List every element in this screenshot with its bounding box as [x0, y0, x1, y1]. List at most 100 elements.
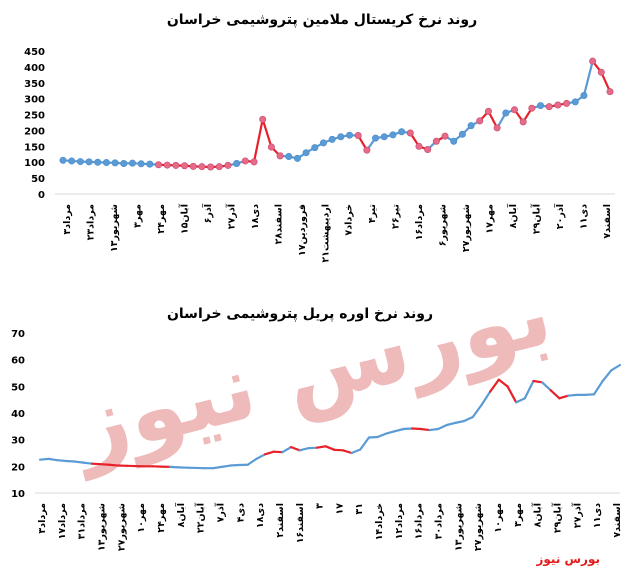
data-point: [545, 103, 553, 111]
x-tick-label: ۷اسفند: [602, 204, 613, 239]
data-point: [606, 88, 614, 96]
data-point: [406, 129, 414, 137]
y-tick-label: 150: [24, 142, 45, 153]
line-segment: [367, 435, 379, 439]
data-point: [172, 161, 180, 169]
data-point: [380, 133, 388, 141]
line-segment: [90, 462, 102, 466]
line-segment: [540, 381, 552, 392]
x-tick-label: ۸آبان: [506, 203, 519, 228]
line-segment: [108, 463, 120, 467]
data-point: [476, 117, 484, 125]
x-tick-label: ۲۰آذر: [553, 203, 566, 229]
line-segment: [99, 463, 111, 466]
line-segment: [324, 445, 336, 451]
y-tick-label: 10: [11, 489, 25, 500]
data-point: [510, 106, 518, 114]
line-segment: [515, 397, 526, 404]
x-tick-label: ۶شهریور: [438, 204, 449, 246]
x-tick-label: ۲۳مرداد: [85, 204, 96, 241]
x-tick-label: ۱۷مرداد: [57, 503, 68, 540]
line-segment: [289, 446, 301, 452]
data-point: [207, 163, 215, 171]
y-tick-label: 300: [24, 95, 45, 106]
data-point: [94, 158, 102, 166]
data-point: [276, 152, 284, 160]
data-point: [346, 131, 354, 139]
x-tick-label: ۷اسفند: [612, 503, 623, 538]
data-point: [293, 154, 301, 162]
data-point: [528, 104, 536, 112]
line-segment: [229, 463, 241, 467]
x-tick-label: ۲۷شهریور: [461, 204, 472, 252]
x-tick-label: ۷خرداد: [344, 204, 355, 236]
line-segment: [272, 450, 284, 454]
x-tick-label: ۲۸اسفند: [273, 204, 284, 244]
x-tick-label: ۳۱: [354, 503, 365, 515]
data-point: [59, 156, 67, 164]
data-point: [250, 158, 258, 166]
series-points: [59, 57, 614, 171]
data-point: [571, 98, 579, 106]
chart-title-urea: روند نرخ اوره پریل پتروشیمی خراسان: [167, 306, 433, 322]
x-tick-label: ۳مهر: [513, 503, 524, 527]
x-tick-label: ۳۱مرداد: [77, 503, 88, 540]
x-tick-label: ۲۷شهریور: [473, 503, 484, 551]
data-point: [85, 158, 93, 166]
data-point: [597, 68, 605, 76]
data-point: [450, 137, 458, 145]
line-segment: [359, 436, 371, 451]
line-segment: [261, 118, 273, 149]
y-tick-label: 30: [11, 436, 25, 447]
line-segment: [246, 457, 258, 466]
x-tick-label: ۲۷شهریور: [116, 503, 127, 551]
x-tick-label: ۱۳شهریور: [109, 204, 120, 252]
line-segment: [532, 379, 544, 384]
line-segment: [437, 423, 448, 431]
x-tick-label: ۳مرداد: [37, 503, 48, 534]
line-segment: [411, 427, 422, 431]
x-tick-label: ۸آبان: [174, 502, 187, 527]
line-segment: [385, 430, 397, 435]
data-point: [493, 124, 501, 132]
data-point: [337, 133, 345, 141]
data-point: [189, 162, 197, 170]
line-segment: [341, 449, 353, 455]
line-segment: [298, 447, 310, 452]
data-point: [198, 163, 206, 171]
x-tick-label: ۲۹آبان: [551, 502, 564, 533]
line-segment: [402, 427, 414, 431]
line-segment: [549, 389, 561, 400]
x-tick-label: ۴دی: [235, 503, 246, 523]
x-tick-label: ۱۴خرداد: [374, 503, 385, 540]
y-tick-label: 70: [11, 329, 25, 340]
line-segment: [376, 432, 388, 439]
line-segment: [489, 378, 500, 393]
data-point: [458, 130, 466, 138]
y-axis-ticks: 10 20 30 40 50 60 70: [11, 329, 25, 500]
y-tick-label: 200: [24, 126, 45, 137]
data-point: [484, 107, 492, 115]
x-tick-label: ۱۰مهر: [493, 503, 504, 533]
data-point: [302, 149, 310, 157]
y-tick-label: 40: [11, 409, 25, 420]
data-point: [372, 134, 380, 142]
data-point: [285, 153, 293, 161]
x-tick-label: ۲۷آذر: [224, 203, 237, 229]
line-segment: [584, 393, 596, 396]
data-point: [128, 159, 136, 167]
line-segment: [523, 379, 535, 400]
data-point: [68, 157, 76, 165]
data-point: [137, 160, 145, 168]
data-point: [424, 146, 432, 154]
x-axis-ticks: ۳مرداد ۱۷مرداد ۳۱مرداد ۱۳شهریور ۲۷شهریور ۱۰مه…: [37, 502, 623, 551]
line-segment: [445, 421, 457, 427]
line-segment: [307, 446, 319, 450]
line-segment: [393, 427, 405, 433]
x-tick-label: ۲۴مهر: [156, 204, 167, 234]
x-tick-label: ۳: [315, 503, 326, 509]
line-segment: [315, 445, 327, 449]
y-tick-label: 60: [11, 356, 25, 367]
series-line: [38, 363, 622, 470]
